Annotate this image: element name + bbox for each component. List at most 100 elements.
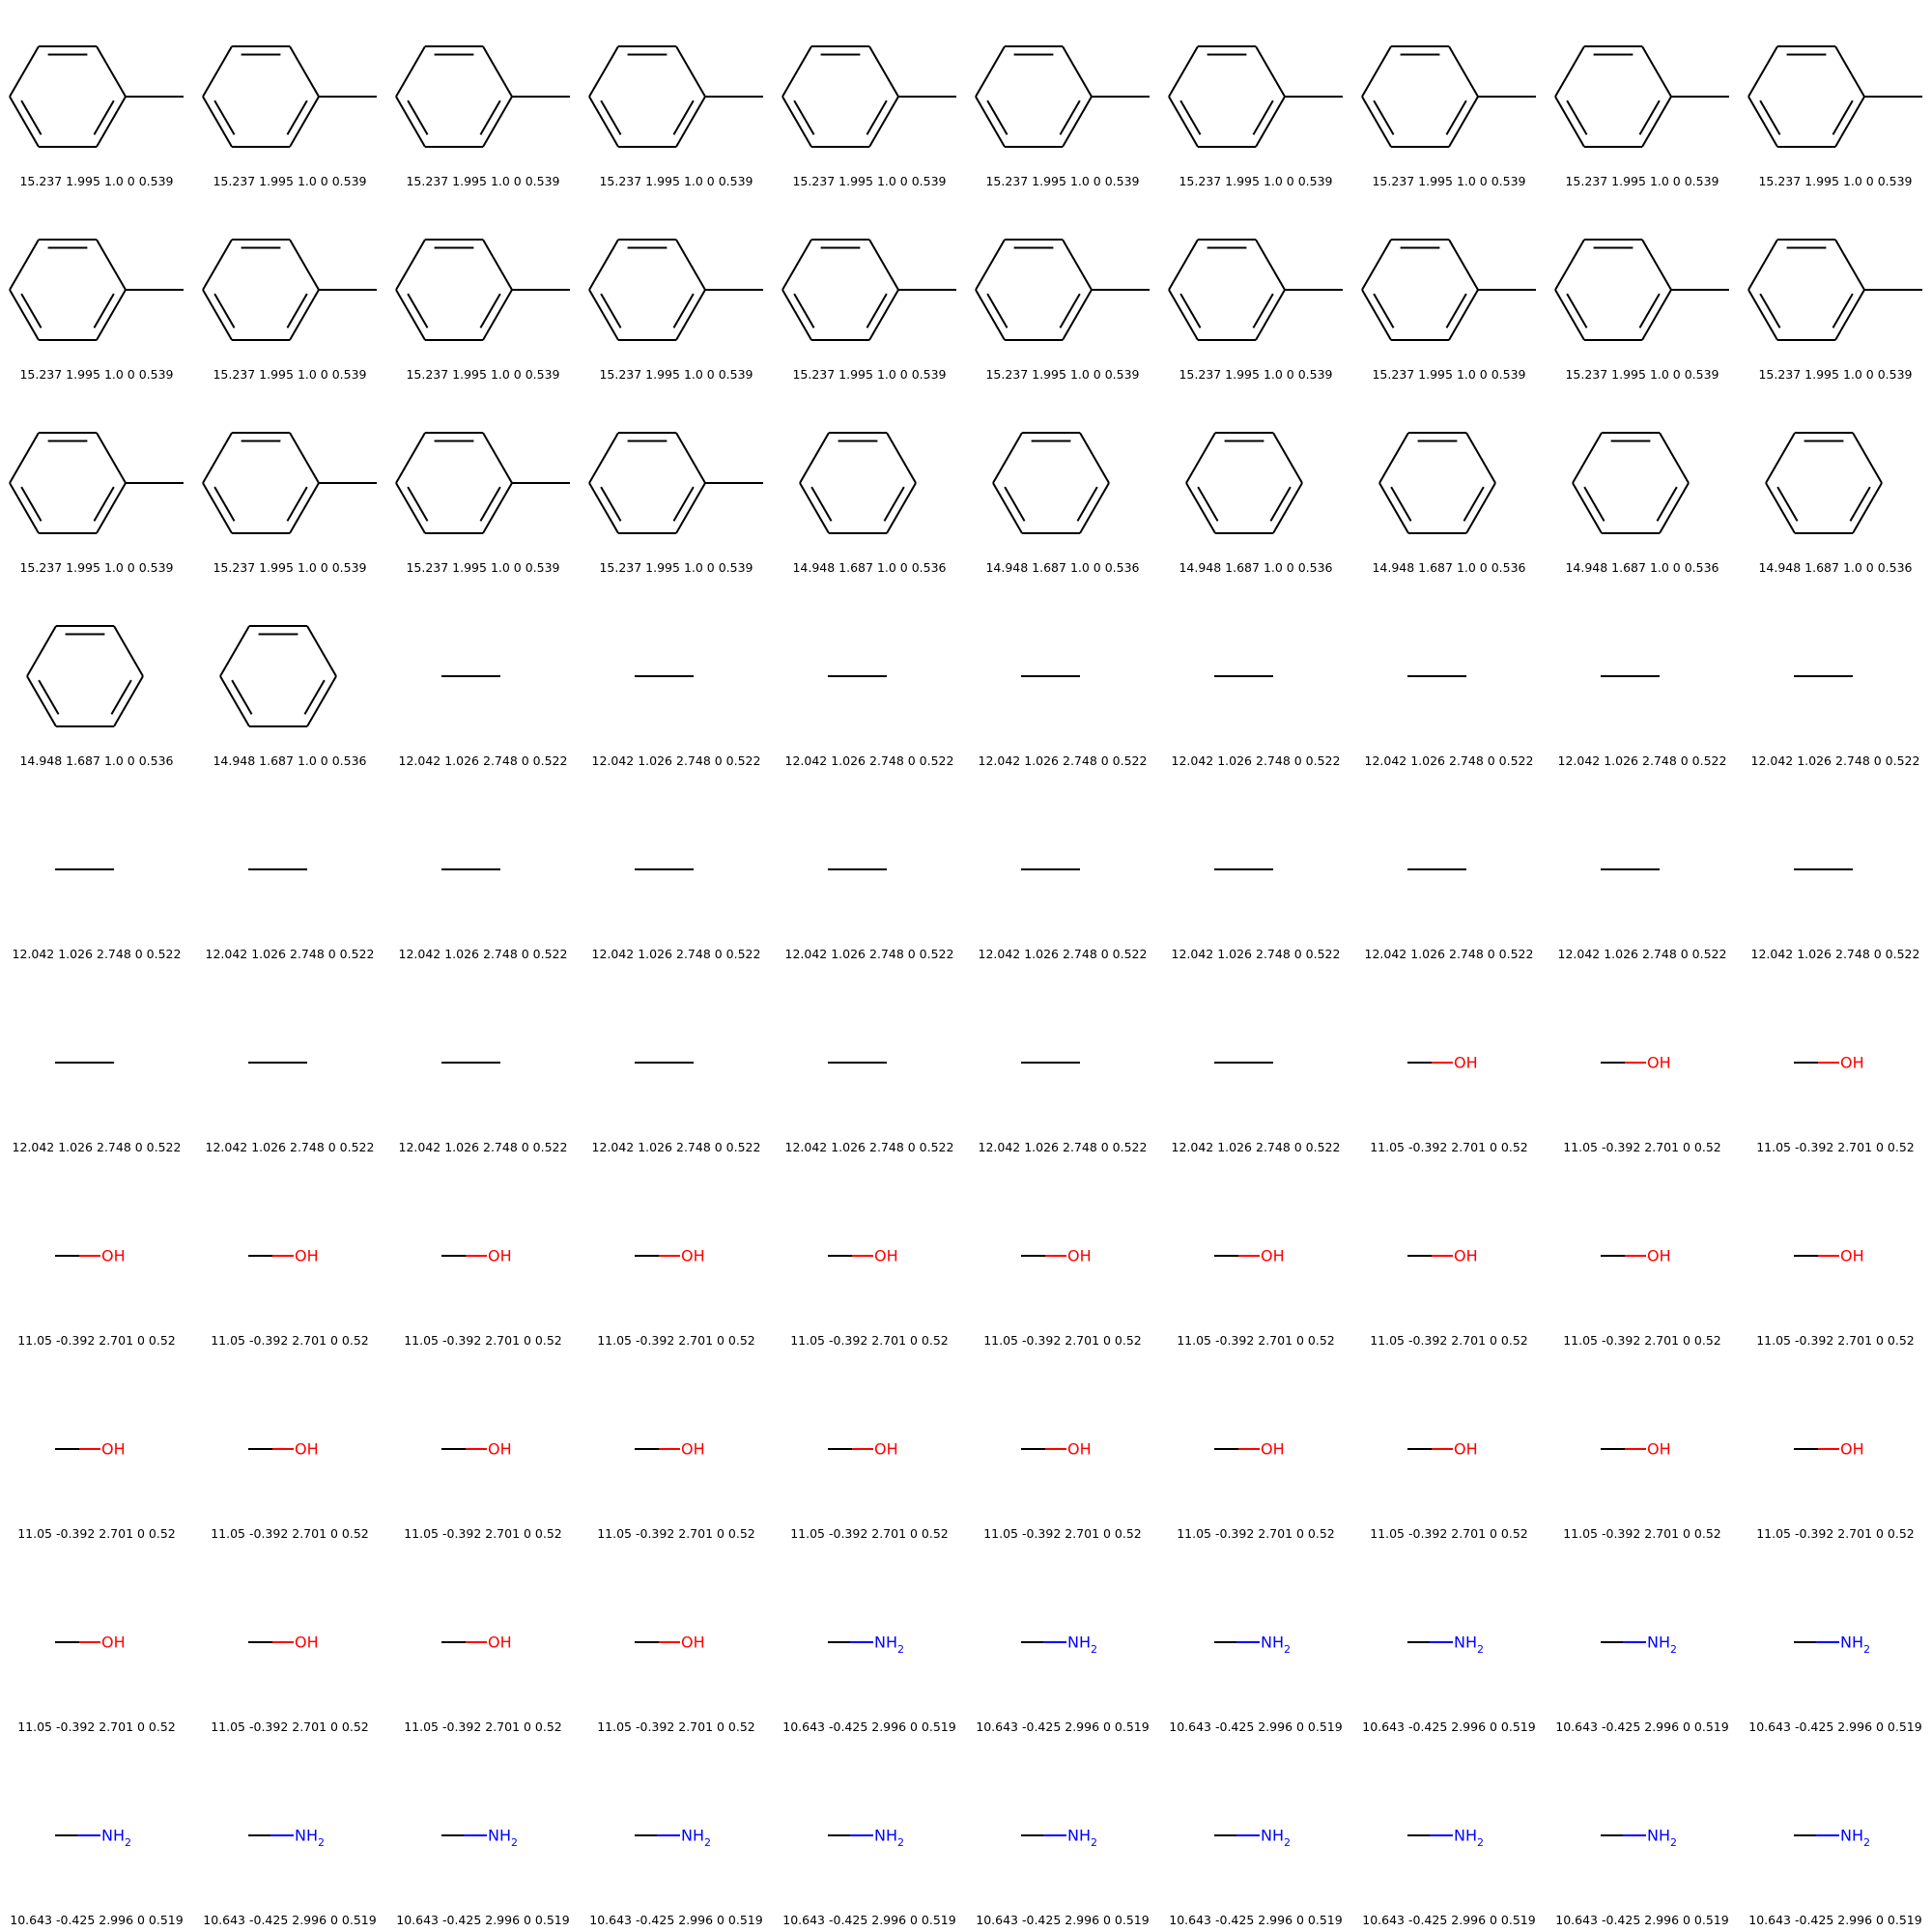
amine-label: NH2 (874, 1827, 904, 1850)
double-bond (407, 486, 429, 522)
double-bond (866, 293, 888, 328)
molecule-caption: 14.948 1.687 1.0 0 0.536 (19, 753, 174, 768)
molecule-caption: 12.042 1.026 2.748 0 0.522 (398, 753, 568, 768)
hydroxyl-label: OH (681, 1440, 705, 1459)
methylamine-structure: NH2 (828, 1827, 904, 1850)
ring-bond (1641, 239, 1672, 291)
molecule-cell-toluene: 15.237 1.995 1.0 0 0.539 (1352, 0, 1546, 193)
amine-label: NH2 (1454, 1634, 1484, 1657)
toluene-structure (588, 432, 763, 534)
molecule-caption: 10.643 -0.425 2.996 0 0.519 (782, 1913, 956, 1927)
methanol-structure: OH (441, 1247, 512, 1265)
ring-bond (1361, 239, 1392, 291)
benzene-structure (219, 625, 337, 727)
ethane-structure (635, 1062, 694, 1064)
molecule-caption: 11.05 -0.392 2.701 0 0.52 (790, 1333, 949, 1348)
amine-label: NH2 (874, 1634, 904, 1657)
molecule-cell-methanol: OH 11.05 -0.392 2.701 0 0.52 (580, 1159, 773, 1352)
molecule-caption: 15.237 1.995 1.0 0 0.539 (406, 174, 560, 188)
double-bond (1759, 99, 1781, 135)
molecule-caption: 10.643 -0.425 2.996 0 0.519 (1169, 1913, 1343, 1927)
hydroxyl-label: OH (1454, 1440, 1478, 1459)
methanol-structure: OH (441, 1440, 512, 1459)
methanol-structure: OH (1601, 1054, 1671, 1072)
ethane-structure (248, 1062, 307, 1064)
molecule-cell-toluene: 15.237 1.995 1.0 0 0.539 (386, 0, 580, 193)
double-bond (20, 99, 43, 135)
methanol-structure: OH (248, 1634, 319, 1652)
ring-bond (588, 96, 619, 148)
double-bond (231, 679, 253, 715)
amine-label: NH2 (1840, 1827, 1870, 1850)
molecule-caption: 12.042 1.026 2.748 0 0.522 (784, 753, 954, 768)
ethane-structure (55, 868, 114, 870)
methanol-structure: OH (1407, 1054, 1478, 1072)
molecule-caption: 12.042 1.026 2.748 0 0.522 (12, 1140, 182, 1154)
molecule-cell-methanol: OH 11.05 -0.392 2.701 0 0.52 (1739, 966, 1932, 1159)
molecule-cell-ethane: 12.042 1.026 2.748 0 0.522 (193, 773, 386, 966)
molecule-caption: 10.643 -0.425 2.996 0 0.519 (1748, 1913, 1922, 1927)
amine-label: NH2 (1647, 1634, 1677, 1657)
molecule-caption: 15.237 1.995 1.0 0 0.539 (599, 560, 753, 575)
double-bond (600, 99, 622, 135)
ring-bond (219, 675, 250, 727)
methylamine-structure: NH2 (248, 1827, 325, 1849)
ring-bond (1834, 96, 1865, 148)
molecule-cell-toluene: 15.237 1.995 1.0 0 0.539 (580, 0, 773, 193)
ring-bond (202, 432, 233, 484)
molecule-cell-benzene: 14.948 1.687 1.0 0 0.536 (1546, 386, 1739, 580)
toluene-structure (202, 239, 377, 341)
methylamine-structure: NH2 (1214, 1634, 1291, 1656)
molecule-caption: 11.05 -0.392 2.701 0 0.52 (1756, 1140, 1915, 1154)
toluene-structure (975, 45, 1150, 148)
amine-label: NH2 (488, 1827, 518, 1850)
molecule-cell-ethane: 12.042 1.026 2.748 0 0.522 (966, 966, 1159, 1159)
molecule-cell-methylamine: NH2 10.643 -0.425 2.996 0 0.519 (1352, 1546, 1546, 1739)
double-bond (1004, 486, 1026, 522)
toluene-structure (202, 45, 377, 148)
molecule-cell-benzene: 14.948 1.687 1.0 0 0.536 (1352, 386, 1546, 580)
double-bond (286, 293, 308, 328)
benzene-structure (1185, 432, 1303, 534)
ring-bond (289, 289, 320, 341)
molecule-caption: 11.05 -0.392 2.701 0 0.52 (1563, 1526, 1721, 1541)
molecule-cell-methanol: OH 11.05 -0.392 2.701 0 0.52 (773, 1352, 966, 1546)
molecule-cell-methanol: OH 11.05 -0.392 2.701 0 0.52 (1159, 1352, 1352, 1546)
toluene-structure (1168, 45, 1343, 148)
molecule-cell-ethane: 12.042 1.026 2.748 0 0.522 (1739, 773, 1932, 966)
benzene-structure (992, 432, 1110, 534)
double-bond (866, 99, 888, 135)
ring-bond (1168, 289, 1199, 341)
ring-bond (1465, 482, 1496, 534)
molecule-cell-ethane: 12.042 1.026 2.748 0 0.522 (773, 773, 966, 966)
toluene-structure (395, 239, 570, 341)
molecule-cell-ethane: 12.042 1.026 2.748 0 0.522 (966, 773, 1159, 966)
molecule-caption: 15.237 1.995 1.0 0 0.539 (1565, 367, 1719, 382)
molecule-caption: 12.042 1.026 2.748 0 0.522 (1364, 753, 1534, 768)
molecule-cell-toluene: 15.237 1.995 1.0 0 0.539 (1159, 193, 1352, 386)
double-bond (479, 293, 501, 328)
molecule-cell-toluene: 15.237 1.995 1.0 0 0.539 (193, 193, 386, 386)
benzene-structure (1572, 432, 1690, 534)
ring-bond (675, 96, 706, 148)
ring-bond (1852, 432, 1883, 484)
ring-bond (588, 289, 619, 341)
double-bond (38, 679, 60, 715)
hydroxyl-label: OH (1261, 1440, 1285, 1459)
methylamine-structure: NH2 (1794, 1634, 1870, 1656)
molecule-cell-methanol: OH 11.05 -0.392 2.701 0 0.52 (386, 1546, 580, 1739)
molecule-cell-ethane: 12.042 1.026 2.748 0 0.522 (580, 580, 773, 773)
molecule-cell-toluene: 15.237 1.995 1.0 0 0.539 (1352, 193, 1546, 386)
methylamine-structure: NH2 (1021, 1827, 1097, 1849)
molecule-cell-toluene: 15.237 1.995 1.0 0 0.539 (0, 0, 193, 193)
double-bond (1445, 99, 1467, 135)
molecule-cell-methylamine: NH2 10.643 -0.425 2.996 0 0.519 (386, 1739, 580, 1932)
molecule-caption: 10.643 -0.425 2.996 0 0.519 (976, 1719, 1150, 1734)
ethane-structure (1021, 675, 1080, 677)
ring-bond (289, 45, 320, 98)
ring-bond (675, 432, 706, 484)
methylamine-structure: NH2 (1601, 1827, 1677, 1849)
benzene-structure (26, 625, 144, 727)
ring-bond (1272, 432, 1303, 484)
double-bond (1759, 293, 1781, 328)
